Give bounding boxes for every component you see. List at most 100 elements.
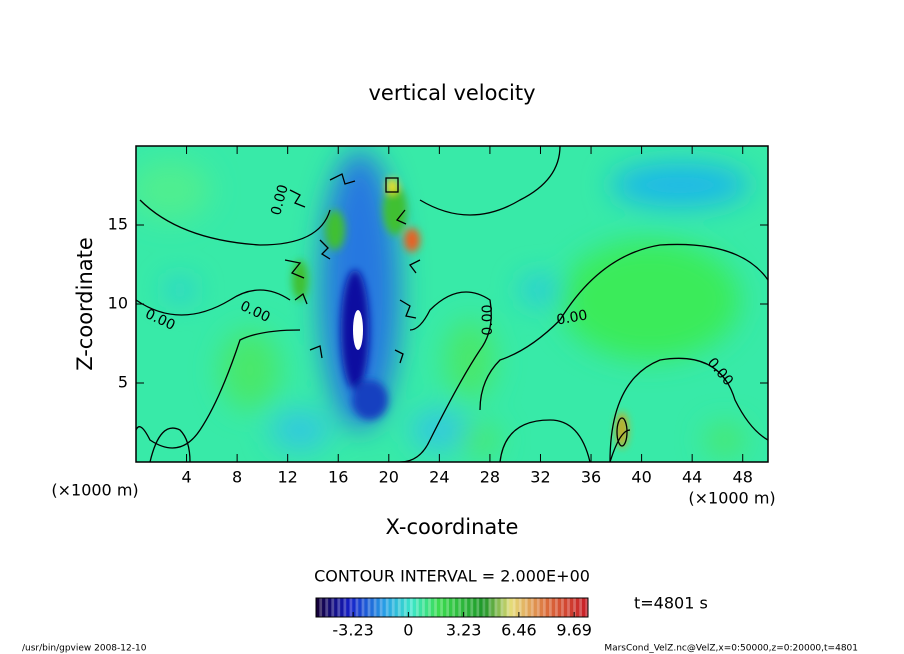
- x-tick-label: 8: [232, 468, 242, 487]
- colorbar-stripe: [467, 598, 471, 617]
- x-tick-label: 4: [181, 468, 191, 487]
- colorbar-stripe: [376, 598, 380, 617]
- colorbar-stripe: [503, 598, 507, 617]
- colorbar-tick-label: 9.69: [556, 621, 592, 640]
- colorbar-stripe: [403, 598, 407, 617]
- colorbar-stripe: [394, 598, 398, 617]
- colorbar-stripe: [421, 598, 426, 617]
- colorbar-stripe: [325, 598, 329, 617]
- colorbar-stripe: [497, 598, 501, 617]
- colorbar-stripe: [485, 598, 489, 617]
- colorbar-tick-label: 0: [403, 621, 413, 640]
- colorbar-stripe: [430, 598, 435, 617]
- colorbar-stripe: [533, 598, 537, 617]
- colorbar-stripe: [557, 598, 562, 617]
- colorbar-stripe: [424, 598, 429, 617]
- y-axis-title: Z-coordinate: [73, 237, 97, 371]
- colorbar-stripe: [355, 598, 359, 617]
- colorbar-stripe: [373, 598, 377, 617]
- x-tick-label: 20: [379, 468, 399, 487]
- colorbar-stripe: [524, 598, 528, 617]
- colorbar-stripe: [328, 598, 332, 617]
- x-tick-label: 36: [581, 468, 601, 487]
- x-axis-title: X-coordinate: [386, 515, 519, 539]
- colorbar-stripe: [448, 598, 453, 617]
- colorbar-stripe: [385, 598, 389, 617]
- colorbar-stripe: [379, 598, 383, 617]
- colorbar-tick-label: -3.23: [332, 621, 373, 640]
- colorbar-stripe: [554, 598, 559, 617]
- colorbar-stripe: [322, 598, 326, 617]
- colorbar-stripe: [319, 598, 323, 617]
- colorbar-stripe: [412, 598, 417, 617]
- colorbar-stripe: [572, 598, 577, 617]
- chart-title: vertical velocity: [368, 81, 535, 105]
- x-tick-label: 16: [328, 468, 348, 487]
- y-tick-label: 5: [118, 373, 128, 392]
- colorbar: -3.23 0 3.23 6.46 9.69: [315, 597, 592, 640]
- colorbar-stripe: [409, 598, 414, 617]
- colorbar-stripe: [382, 598, 386, 617]
- colorbar-stripe: [367, 598, 371, 617]
- colorbar-stripe: [482, 598, 486, 617]
- colorbar-stripe: [445, 598, 450, 617]
- footer-left: /usr/bin/gpview 2008-12-10: [22, 644, 147, 654]
- x-tick-label: 32: [530, 468, 550, 487]
- contour-label: 0.00: [555, 307, 588, 328]
- y-unit: (×1000 m): [51, 481, 138, 500]
- colorbar-stripe: [442, 598, 447, 617]
- colorbar-stripe: [352, 598, 356, 617]
- colorbar-stripe: [506, 598, 510, 617]
- x-tick-label: 12: [278, 468, 298, 487]
- colorbar-stripe: [400, 598, 404, 617]
- contour-label: 0.00: [480, 304, 496, 335]
- colorbar-stripe: [358, 598, 362, 617]
- colorbar-tick-label: 3.23: [446, 621, 482, 640]
- contour-interval: CONTOUR INTERVAL = 2.000E+00: [314, 567, 590, 586]
- colorbar-stripe: [343, 598, 347, 617]
- field: [136, 146, 768, 462]
- colorbar-stripe: [512, 598, 516, 617]
- colorbar-stripe: [539, 598, 543, 617]
- colorbar-stripe: [548, 598, 553, 617]
- colorbar-stripe: [491, 598, 495, 617]
- colorbar-stripe: [479, 598, 483, 617]
- colorbar-stripe: [458, 598, 462, 617]
- colorbar-stripe: [542, 598, 546, 617]
- colorbar-stripe: [578, 598, 583, 617]
- x-tick-label: 44: [682, 468, 702, 487]
- contour-label: 0.00: [268, 183, 292, 217]
- colorbar-stripe: [397, 598, 401, 617]
- footer-right: MarsCond_VelZ.nc@VelZ,x=0:50000,z=0:2000…: [604, 644, 858, 654]
- colorbar-stripe: [584, 598, 589, 617]
- colorbar-stripe: [439, 598, 444, 617]
- colorbar-stripe: [476, 598, 480, 617]
- colorbar-stripe: [331, 598, 335, 617]
- x-tick-label: 24: [429, 468, 449, 487]
- time-label: t=4801 s: [634, 594, 708, 613]
- colorbar-stripe: [569, 598, 574, 617]
- colorbar-stripe: [545, 598, 550, 617]
- colorbar-stripe: [364, 598, 368, 617]
- colorbar-stripe: [418, 598, 423, 617]
- colorbar-stripe: [560, 598, 565, 617]
- colorbar-stripe: [521, 598, 525, 617]
- colorbar-stripe: [391, 598, 395, 617]
- colorbar-stripe: [433, 598, 438, 617]
- colorbar-stripe: [518, 598, 522, 617]
- y-tick-label: 10: [108, 294, 128, 313]
- colorbar-stripe: [337, 598, 341, 617]
- colorbar-stripe: [488, 598, 492, 617]
- x-tick-label: 48: [733, 468, 753, 487]
- colorbar-stripe: [464, 598, 468, 617]
- colorbar-stripe: [388, 598, 392, 617]
- colorbar-stripe: [473, 598, 477, 617]
- colorbar-stripe: [500, 598, 504, 617]
- colorbar-stripe: [406, 598, 410, 617]
- colorbar-stripe: [436, 598, 441, 617]
- colorbar-stripe: [551, 598, 556, 617]
- colorbar-stripe: [509, 598, 513, 617]
- colorbar-stripe: [316, 598, 320, 617]
- colorbar-stripe: [452, 598, 456, 617]
- colorbar-stripe: [455, 598, 459, 617]
